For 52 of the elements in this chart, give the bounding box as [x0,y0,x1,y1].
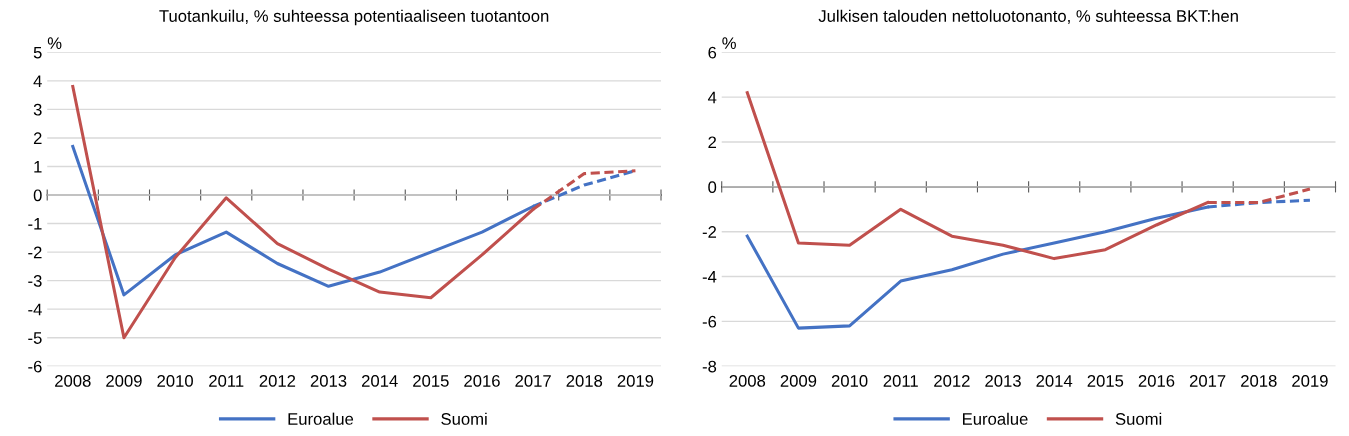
x-tick-label: 2016 [464,375,500,387]
x-tick-label: 2008 [729,375,766,387]
y-tick-label: -4 [28,303,42,316]
y-tick-label: -2 [702,226,717,238]
x-tick-label: 2010 [157,375,193,387]
x-tick-label: 2012 [934,375,970,387]
x-tick-label: 2008 [55,375,91,387]
chart-title: Julkisen talouden nettoluotonanto, % suhteessa BKT:hen [818,9,1238,24]
x-tick-label: 2015 [1087,375,1124,387]
y-axis-title: % [722,37,736,49]
y-tick-label: 5 [33,46,42,59]
y-tick-label: -4 [702,271,717,283]
legend-label: Suomi [1115,412,1162,425]
y-tick-label: -5 [28,332,42,344]
y-tick-label: 2 [33,132,42,144]
x-tick-label: 2014 [1036,375,1073,387]
x-tick-label: 2016 [1138,375,1175,387]
x-tick-label: 2018 [566,375,603,387]
x-tick-label: 2015 [413,375,449,387]
y-tick-label: -8 [702,360,717,373]
chart-title: Tuotankuilu, % suhteessa potentiaaliseen tuotantoon [159,9,549,26]
x-tick-label: 2012 [259,375,296,387]
x-tick-label: 2009 [780,375,817,387]
y-tick-label: 4 [707,91,717,104]
x-tick-label: 2010 [831,375,868,387]
y-tick-label: -6 [702,315,717,328]
y-tick-label: 1 [34,161,42,173]
y-tick-label: -1 [28,218,42,230]
y-tick-label: 0 [708,181,717,194]
y-tick-label: 3 [33,103,42,116]
y-tick-label: -2 [28,246,42,259]
legend-label: Euroalue [288,412,354,425]
x-tick-label: 2018 [1241,375,1277,387]
legend-label: Suomi [441,412,487,425]
x-tick-label: 2014 [361,375,398,387]
legend-label: Euroalue [963,412,1028,425]
x-tick-label: 2011 [209,375,244,387]
x-tick-label: 2013 [985,375,1021,387]
y-tick-label: 6 [708,46,717,59]
x-tick-label: 2019 [1292,375,1328,387]
y-tick-label: -6 [28,360,42,373]
x-tick-label: 2017 [1189,375,1226,387]
y-tick-label: 0 [33,189,42,202]
x-tick-label: 2011 [883,375,918,387]
x-tick-label: 2017 [515,375,551,387]
y-tick-label: 4 [33,75,42,87]
y-tick-label: -3 [28,275,42,287]
x-tick-label: 2013 [310,375,347,387]
y-tick-label: 2 [708,136,717,149]
x-tick-label: 2019 [617,375,654,387]
x-tick-label: 2009 [106,375,142,387]
y-axis-title: % [47,37,62,49]
